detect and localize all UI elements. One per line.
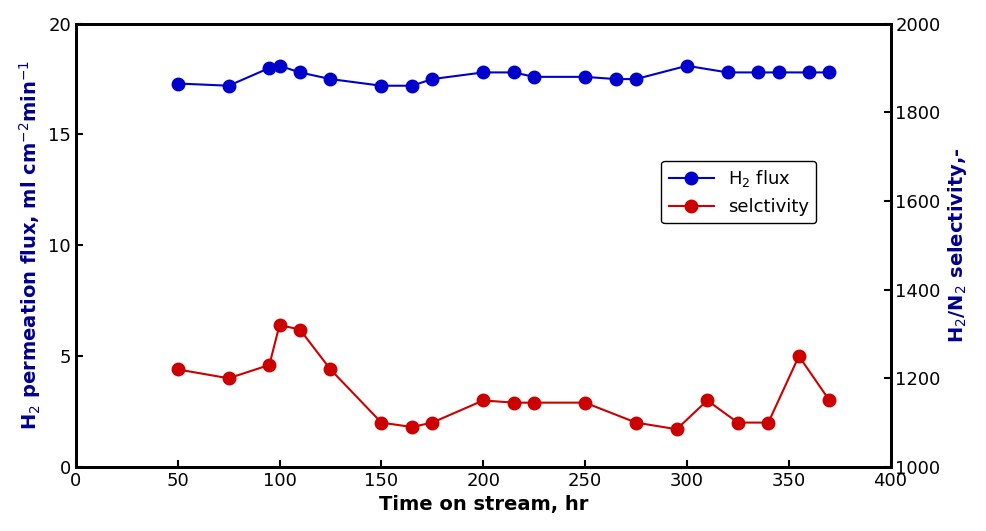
selctivity (701, 397, 713, 404)
H$_2$ flux (609, 76, 621, 82)
H$_2$ flux (376, 82, 387, 89)
selctivity (263, 362, 275, 368)
selctivity (793, 353, 805, 359)
X-axis label: Time on stream, hr: Time on stream, hr (379, 495, 588, 515)
H$_2$ flux (406, 82, 418, 89)
Legend: H$_2$ flux, selctivity: H$_2$ flux, selctivity (662, 161, 816, 224)
selctivity (528, 399, 540, 406)
H$_2$ flux (528, 74, 540, 80)
H$_2$ flux (773, 69, 785, 75)
Line: H$_2$ flux: H$_2$ flux (172, 59, 836, 92)
selctivity (273, 322, 285, 328)
selctivity (579, 399, 591, 406)
selctivity (324, 366, 336, 373)
H$_2$ flux (172, 80, 183, 87)
Line: selctivity: selctivity (172, 319, 836, 435)
H$_2$ flux (722, 69, 734, 75)
H$_2$ flux (324, 76, 336, 82)
selctivity (732, 419, 743, 426)
H$_2$ flux (426, 76, 438, 82)
Y-axis label: H$_2$/N$_2$ selectivity,-: H$_2$/N$_2$ selectivity,- (947, 148, 969, 343)
selctivity (294, 327, 306, 333)
H$_2$ flux (273, 63, 285, 69)
selctivity (823, 397, 835, 404)
selctivity (762, 419, 774, 426)
H$_2$ flux (804, 69, 815, 75)
H$_2$ flux (294, 69, 306, 75)
H$_2$ flux (823, 69, 835, 75)
H$_2$ flux (752, 69, 764, 75)
H$_2$ flux (477, 69, 489, 75)
selctivity (630, 419, 642, 426)
selctivity (426, 419, 438, 426)
H$_2$ flux (630, 76, 642, 82)
selctivity (670, 426, 682, 432)
H$_2$ flux (579, 74, 591, 80)
selctivity (477, 397, 489, 404)
H$_2$ flux (508, 69, 520, 75)
selctivity (172, 366, 183, 373)
H$_2$ flux (223, 82, 235, 89)
selctivity (508, 399, 520, 406)
selctivity (376, 419, 387, 426)
H$_2$ flux (681, 63, 693, 69)
H$_2$ flux (263, 65, 275, 71)
selctivity (406, 424, 418, 430)
Y-axis label: H$_2$ permeation flux, ml cm$^{-2}$min$^{-1}$: H$_2$ permeation flux, ml cm$^{-2}$min$^… (17, 60, 42, 431)
selctivity (223, 375, 235, 381)
